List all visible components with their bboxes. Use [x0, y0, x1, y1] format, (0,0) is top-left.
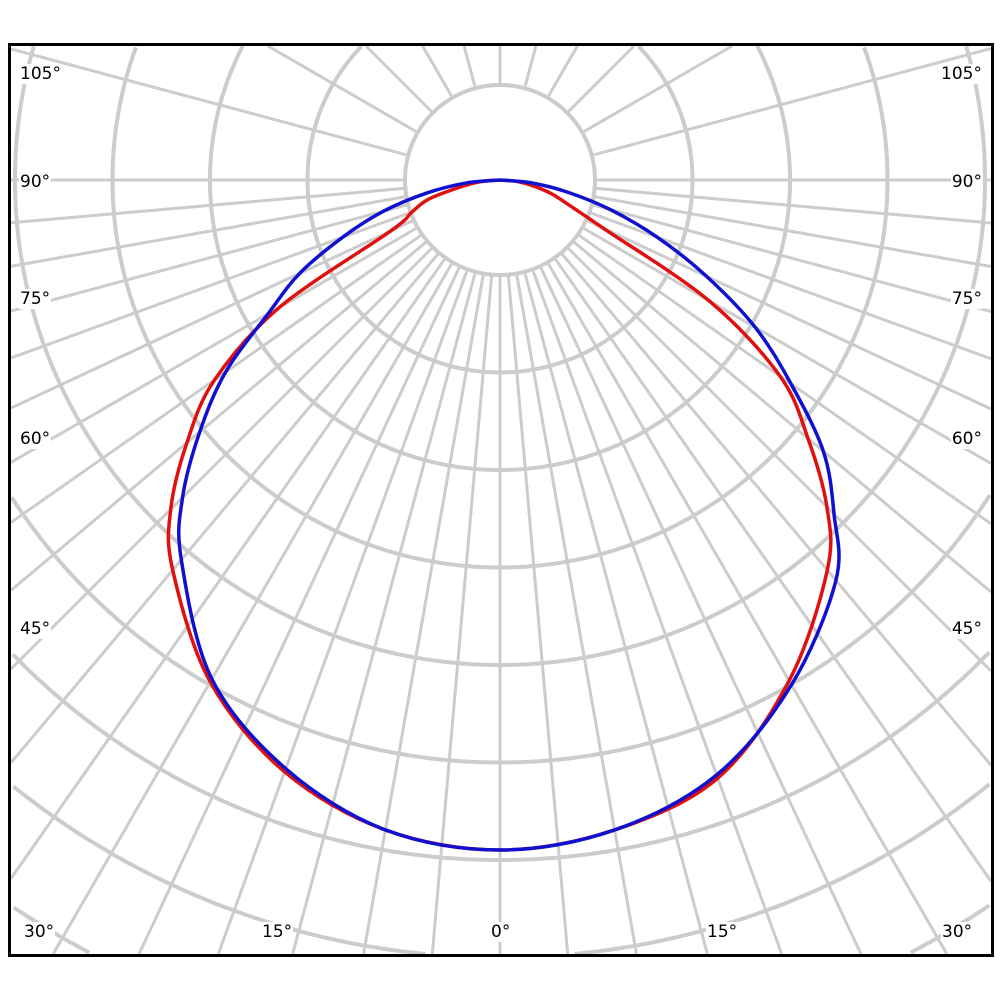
grid-spoke-right-20 [531, 268, 784, 954]
angle-label-right-45: 45° [950, 619, 983, 639]
grid-spoke-right-135 [566, 46, 636, 114]
grid-spoke-left-65 [11, 218, 415, 410]
grid-spoke-left-85 [11, 186, 406, 225]
grid-spoke-right-105 [591, 46, 991, 157]
angle-label-bottom-15-left: 15° [261, 922, 294, 942]
grid-spoke-right-85 [594, 186, 991, 225]
grid-spoke-left-80 [11, 195, 407, 268]
grid-spoke-right-150 [546, 46, 579, 99]
polar-chart: 105° 90° 75° 60° 45° 105° 90° 75° 60° 45… [8, 43, 994, 957]
angle-label-left-105: 105° [19, 64, 62, 84]
grid-spoke-left-50 [11, 239, 429, 592]
grid-spoke-left-60 [11, 226, 419, 464]
angle-label-bottom-30-left: 30° [23, 922, 56, 942]
polar-grid [11, 46, 991, 954]
grid-spoke-left-165 [462, 46, 477, 89]
grid-spoke-right-5 [506, 274, 570, 954]
angle-label-bottom-30-right: 30° [941, 922, 974, 942]
angle-label-left-60: 60° [19, 429, 52, 449]
grid-circle-7 [12, 782, 991, 954]
grid-spoke-left-20 [216, 268, 469, 954]
angle-label-right-105: 105° [940, 64, 983, 84]
grid-spoke-right-15 [523, 271, 709, 954]
angle-label-left-75: 75° [19, 289, 52, 309]
angle-label-left-90: 90° [19, 172, 52, 192]
grid-spoke-left-5 [430, 274, 494, 954]
grid-spoke-left-10 [362, 273, 485, 954]
grid-spoke-right-80 [593, 195, 991, 269]
grid-spoke-right-75 [591, 203, 991, 314]
grid-spoke-left-15 [291, 271, 477, 954]
grid-spoke-left-120 [267, 46, 419, 134]
grid-spoke-right-45 [566, 246, 991, 673]
angle-label-right-90: 90° [950, 172, 983, 192]
grid-spoke-left-30 [51, 261, 454, 954]
angle-label-right-75: 75° [950, 289, 983, 309]
grid-spoke-left-105 [11, 47, 409, 157]
grid-circle-2 [208, 46, 792, 472]
grid-spoke-right-55 [576, 233, 991, 526]
grid-spoke-right-120 [581, 46, 733, 134]
grid-spoke-right-25 [538, 265, 863, 954]
grid-spoke-right-165 [523, 46, 538, 89]
grid-spoke-left-75 [11, 203, 409, 313]
polar-plot-area [11, 46, 991, 954]
grid-spoke-right-65 [585, 218, 991, 411]
angle-label-right-60: 60° [950, 429, 983, 449]
grid-spoke-left-40 [11, 251, 441, 764]
grid-spoke-left-25 [137, 265, 462, 954]
grid-spoke-left-45 [11, 246, 434, 671]
angle-label-bottom-15-right: 15° [706, 922, 739, 942]
grid-spoke-right-50 [571, 239, 991, 594]
grid-spoke-right-35 [553, 256, 991, 883]
angle-label-bottom-0: 0° [490, 922, 512, 942]
grid-spoke-right-60 [581, 226, 991, 465]
grid-spoke-left-135 [364, 46, 434, 114]
grid-spoke-right-40 [559, 251, 991, 767]
grid-spoke-right-10 [515, 273, 638, 954]
intensity-curve-1 [177, 178, 841, 852]
grid-spoke-left-150 [421, 46, 454, 99]
grid-spoke-right-30 [546, 261, 949, 954]
intensity-curves [166, 178, 841, 852]
grid-circle-1 [305, 46, 695, 375]
angle-label-left-45: 45° [19, 619, 52, 639]
grid-spoke-left-35 [11, 256, 447, 880]
